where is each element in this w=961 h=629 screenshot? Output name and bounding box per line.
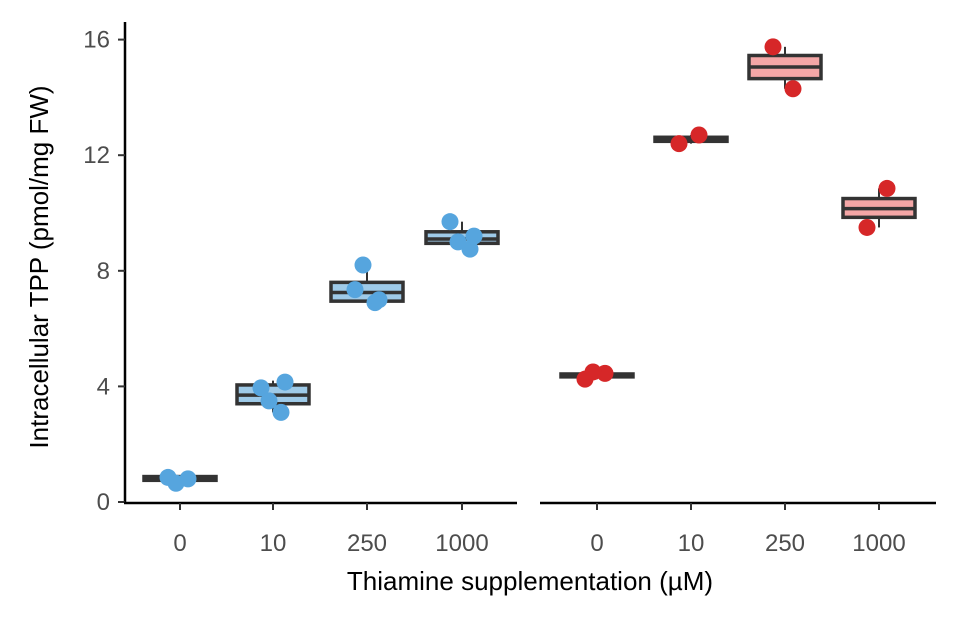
data-point xyxy=(441,213,459,231)
x-tick-label: 250 xyxy=(347,530,387,557)
panel-right: 0 10 250 1000 xyxy=(540,38,936,557)
data-point xyxy=(167,474,185,492)
x-tick-label: 0 xyxy=(173,530,186,557)
x-tick-label: 0 xyxy=(590,530,603,557)
y-tick-label: 16 xyxy=(83,27,110,54)
data-point xyxy=(346,281,364,299)
data-point xyxy=(465,227,483,245)
x-axis-title: Thiamine supplementation (µM) xyxy=(347,566,713,596)
y-tick-label: 0 xyxy=(97,489,110,516)
data-point xyxy=(354,256,372,274)
data-point xyxy=(272,403,290,421)
x-tick-label: 250 xyxy=(765,530,805,557)
y-tick-label: 12 xyxy=(83,142,110,169)
x-tick-label: 1000 xyxy=(435,530,488,557)
data-point xyxy=(690,126,708,144)
y-tick-label: 4 xyxy=(97,373,110,400)
y-axis-title: Intracellular TPP (pmol/mg FW) xyxy=(24,85,54,448)
panel-left: 0 10 250 1000 xyxy=(124,213,517,557)
y-axis: 0 4 8 12 16 xyxy=(83,22,127,516)
data-point xyxy=(260,392,278,410)
x-tick-label: 1000 xyxy=(852,530,905,557)
y-tick-label: 8 xyxy=(97,258,110,285)
data-point xyxy=(858,218,876,236)
data-point xyxy=(584,363,602,381)
data-point xyxy=(878,179,896,197)
data-point xyxy=(449,233,467,251)
data-point xyxy=(276,373,294,391)
data-point xyxy=(784,80,802,98)
x-tick-label: 10 xyxy=(678,530,705,557)
x-tick-label: 10 xyxy=(260,530,287,557)
data-point xyxy=(252,379,270,397)
data-point xyxy=(370,291,388,309)
data-point xyxy=(764,38,782,56)
data-point xyxy=(670,135,688,153)
